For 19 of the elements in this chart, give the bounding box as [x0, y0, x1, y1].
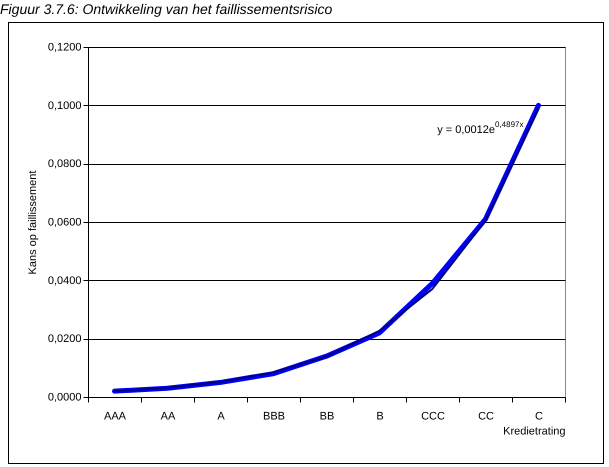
y-tick-label: 0,0800	[48, 158, 82, 170]
x-tick-label: AA	[160, 410, 176, 422]
x-tick-label: A	[217, 410, 226, 422]
x-tick-label: BB	[320, 410, 334, 422]
y-tick-label: 0,0600	[48, 216, 82, 228]
y-axis-title: Kans op faillissement	[26, 170, 39, 274]
x-tick-label: CC	[478, 410, 494, 422]
y-tick-label: 0,1200	[48, 42, 82, 54]
x-tick-label: CCC	[421, 410, 445, 422]
x-tick-label: AAA	[104, 410, 127, 422]
y-tick-label: 0,0400	[48, 274, 82, 287]
x-axis-title: Kredietrating	[503, 426, 566, 438]
x-tick-label: C	[535, 410, 544, 422]
y-tick-label: 0,1000	[48, 100, 82, 112]
chart-title: Figuur 3.7.6: Ontwikkeling van het faillissementsrisico	[0, 1, 332, 17]
x-tick-label: B	[376, 410, 384, 422]
y-tick-label: 0,0000	[48, 392, 82, 404]
y-tick-label: 0,0200	[48, 333, 82, 346]
x-tick-label: BBB	[262, 410, 286, 422]
